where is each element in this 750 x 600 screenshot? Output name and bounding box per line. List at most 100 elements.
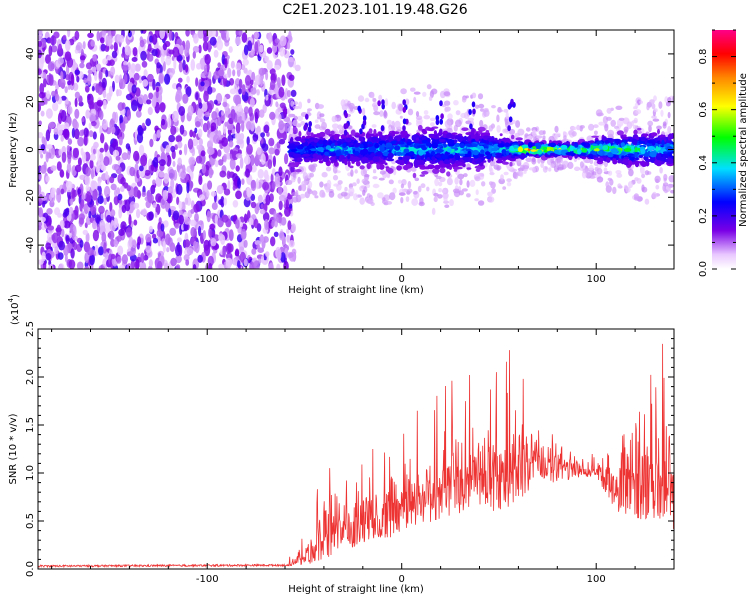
noise-blob <box>178 106 186 116</box>
signal-blob <box>637 127 642 131</box>
noise-blob <box>195 121 201 128</box>
signal-blob <box>620 142 625 148</box>
signal-blob <box>359 165 365 170</box>
signal-blob <box>435 154 442 158</box>
signal-halo <box>286 120 293 128</box>
noise-blob <box>193 203 200 213</box>
noise-blob <box>241 120 245 132</box>
signal-blob <box>515 137 523 141</box>
noise-blob <box>92 220 97 230</box>
noise-blob <box>259 44 264 53</box>
noise-blob <box>45 253 52 261</box>
signal-halo <box>455 119 462 128</box>
noise-blob <box>242 58 249 66</box>
noise-blob <box>125 143 131 150</box>
signal-halo <box>407 180 412 189</box>
noise-blob <box>145 245 152 253</box>
signal-halo <box>480 108 485 112</box>
noise-blob <box>71 61 78 71</box>
noise-blob <box>100 133 105 144</box>
signal-halo <box>616 173 623 178</box>
signal-blob <box>395 151 403 156</box>
signal-halo <box>326 179 332 188</box>
signal-halo <box>302 172 308 180</box>
signal-halo <box>384 98 389 107</box>
noise-blob <box>279 35 287 47</box>
noise-blob <box>41 251 46 262</box>
signal-halo <box>321 171 328 178</box>
noise-blob <box>131 239 137 249</box>
noise-blob <box>268 137 275 147</box>
noise-blob <box>250 193 256 201</box>
noise-blob <box>249 97 255 108</box>
noise-blob <box>223 188 231 196</box>
signal-blob <box>346 137 352 143</box>
signal-halo <box>307 187 311 193</box>
noise-blob <box>107 35 113 47</box>
signal-halo <box>571 131 577 137</box>
signal-halo <box>504 117 509 126</box>
signal-halo <box>554 125 559 133</box>
noise-blob <box>223 73 229 79</box>
signal-halo <box>332 174 339 181</box>
noise-blob <box>175 264 181 269</box>
noise-blob <box>58 148 62 156</box>
signal-halo <box>605 181 610 188</box>
signal-blob <box>300 139 306 143</box>
signal-blob <box>438 138 446 143</box>
signal-blob <box>494 137 498 141</box>
signal-blob <box>329 156 336 162</box>
signal-halo <box>623 126 629 133</box>
signal-halo <box>319 113 325 118</box>
noise-blob <box>202 122 209 133</box>
signal-blob <box>491 147 498 152</box>
signal-halo <box>463 173 468 178</box>
signal-blob <box>661 139 665 146</box>
noise-blob <box>126 185 131 192</box>
signal-blob <box>434 164 441 170</box>
signal-halo <box>446 177 453 186</box>
signal-blob <box>527 142 533 148</box>
noise-blob <box>183 143 188 156</box>
noise-blob <box>84 175 91 187</box>
signal-blob <box>335 147 340 150</box>
noise-blob <box>192 264 197 269</box>
noise-blob <box>278 194 286 202</box>
signal-halo <box>325 189 330 193</box>
noise-blob <box>286 194 293 200</box>
signal-halo <box>618 117 625 121</box>
signal-blob <box>385 167 392 173</box>
noise-blob <box>202 41 209 52</box>
noise-blob <box>38 132 43 139</box>
noise-blob <box>172 210 180 221</box>
signal-blob <box>485 130 490 133</box>
signal-halo <box>572 126 577 131</box>
signal-blob <box>324 151 329 156</box>
signal-blob <box>649 151 657 158</box>
signal-halo <box>588 123 595 131</box>
signal-halo <box>665 101 671 107</box>
signal-halo <box>633 196 640 201</box>
noise-blob <box>269 80 276 90</box>
signal-halo <box>449 199 454 207</box>
noise-blob <box>147 53 154 62</box>
signal-blob <box>427 164 435 170</box>
signal-blob <box>638 140 645 144</box>
signal-halo <box>653 108 658 113</box>
noise-blob <box>73 120 79 130</box>
signal-halo <box>378 177 385 181</box>
noise-blob <box>250 87 257 95</box>
signal-halo <box>364 97 370 103</box>
signal-blob <box>316 155 323 160</box>
signal-halo <box>290 100 294 107</box>
noise-blob <box>85 109 90 119</box>
noise-blob <box>172 160 176 167</box>
noise-blob <box>195 155 203 164</box>
noise-blob <box>246 187 253 198</box>
signal-blob <box>366 162 371 170</box>
noise-blob <box>194 127 198 134</box>
noise-blob <box>243 155 251 165</box>
noise-blob <box>270 173 274 184</box>
noise-blob <box>266 47 273 54</box>
